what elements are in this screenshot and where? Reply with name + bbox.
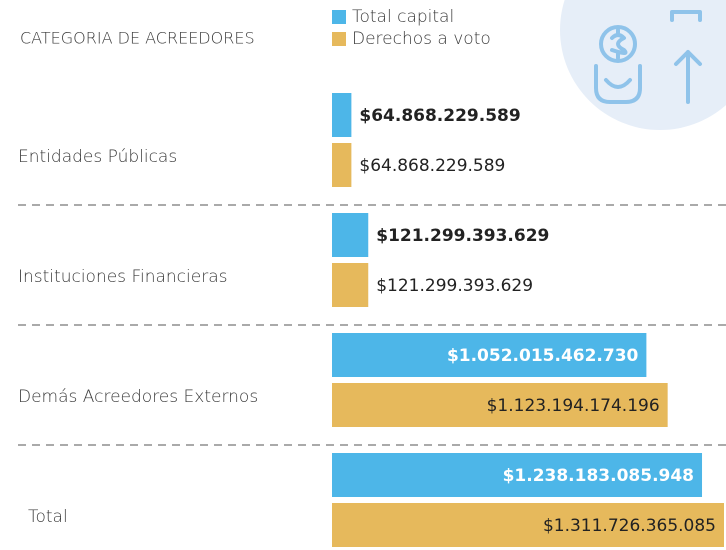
bar: [332, 503, 724, 547]
bar: [332, 213, 369, 257]
decorative-icon: [560, 0, 726, 130]
value-label: $1.123.194.174.196: [487, 396, 660, 416]
legend-label: Total capital: [352, 7, 454, 27]
category-label: Entidades Públicas: [18, 147, 177, 167]
bar: [332, 143, 352, 187]
value-label: $1.311.726.365.085: [543, 516, 716, 536]
value-label: $1.052.015.462.730: [447, 346, 639, 366]
category-label: Instituciones Financieras: [18, 267, 227, 287]
value-label: $1.238.183.085.948: [503, 466, 694, 486]
value-label: $121.299.393.629: [376, 276, 533, 296]
category-label: Demás Acreedores Externos: [18, 387, 258, 407]
value-label: $64.868.229.589: [359, 156, 505, 176]
bar: [332, 453, 703, 497]
bar: [332, 383, 668, 427]
bar: [332, 93, 352, 137]
category-axis-label: CATEGORIA DE ACREEDORES: [20, 29, 255, 48]
category-label: Total: [28, 507, 68, 527]
legend-label: Derechos a voto: [352, 29, 491, 49]
value-label: $121.299.393.629: [376, 226, 549, 246]
legend-swatch: [332, 10, 346, 24]
bar: [332, 263, 369, 307]
bar: [332, 333, 647, 377]
legend-swatch: [332, 32, 346, 46]
value-label: $64.868.229.589: [359, 106, 520, 126]
